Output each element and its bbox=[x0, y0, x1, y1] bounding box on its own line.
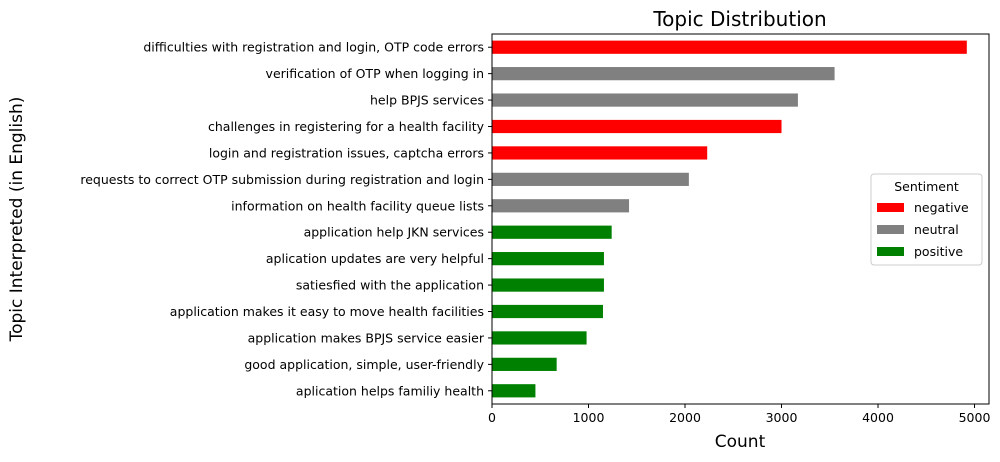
y-tick-label: application help JKN services bbox=[304, 225, 484, 240]
y-axis-title: Topic Interpreted (in English) bbox=[7, 97, 27, 343]
legend-swatch bbox=[877, 203, 904, 212]
y-tick-label: application makes BPJS service easier bbox=[248, 330, 485, 345]
y-tick-label: requests to correct OTP submission durin… bbox=[80, 172, 484, 187]
y-tick-labels: difficulties with registration and login… bbox=[80, 40, 492, 398]
bar bbox=[492, 67, 835, 81]
y-tick-label: application makes it easy to move health… bbox=[170, 304, 484, 319]
bar bbox=[492, 40, 967, 54]
y-tick-label: satiesfied with the application bbox=[296, 278, 484, 293]
y-tick-label: good application, simple, user-friendly bbox=[244, 357, 484, 372]
bar bbox=[492, 304, 603, 319]
legend-label: negative bbox=[914, 200, 969, 215]
x-axis-title: Count bbox=[715, 432, 766, 452]
bar bbox=[492, 146, 708, 160]
legend-title: Sentiment bbox=[894, 179, 959, 194]
bar bbox=[492, 384, 536, 398]
legend: Sentiment negative neutral positive bbox=[870, 173, 983, 266]
bar bbox=[492, 278, 604, 292]
chart-title: Topic Distribution bbox=[652, 7, 826, 31]
y-tick-label: help BPJS services bbox=[370, 93, 484, 108]
bar bbox=[492, 331, 587, 345]
bar bbox=[492, 199, 630, 213]
legend-entries: negative neutral positive bbox=[877, 200, 969, 259]
x-tick-label: 5000 bbox=[959, 410, 991, 425]
bars-layer bbox=[492, 40, 967, 398]
y-tick-label: information on health facility queue lis… bbox=[231, 198, 484, 213]
y-tick-label: login and registration issues, captcha e… bbox=[209, 145, 484, 160]
legend-swatch bbox=[877, 225, 904, 234]
legend-label: positive bbox=[914, 244, 963, 259]
legend-label: neutral bbox=[914, 222, 959, 237]
y-tick-label: aplication updates are very helpful bbox=[266, 251, 484, 266]
y-tick-label: challenges in registering for a health f… bbox=[208, 119, 485, 134]
y-tick-label: verification of OTP when logging in bbox=[266, 66, 484, 81]
bar bbox=[492, 172, 689, 186]
y-tick-label: aplication helps familiy health bbox=[296, 383, 484, 398]
x-axis-ticks: 0 1000 2000 3000 4000 5000 bbox=[488, 404, 990, 425]
x-tick-label: 1000 bbox=[573, 410, 605, 425]
plot-frame bbox=[491, 33, 990, 405]
y-tick-label: difficulties with registration and login… bbox=[143, 40, 484, 55]
legend-box bbox=[870, 173, 983, 266]
bar bbox=[492, 119, 782, 134]
bar bbox=[492, 225, 612, 239]
x-tick-label: 4000 bbox=[862, 410, 894, 425]
bar bbox=[492, 357, 557, 371]
x-tick-label: 0 bbox=[488, 410, 496, 425]
bar bbox=[492, 93, 798, 107]
legend-swatch bbox=[877, 247, 904, 256]
x-tick-label: 2000 bbox=[669, 410, 701, 425]
x-tick-label: 3000 bbox=[766, 410, 798, 425]
bar bbox=[492, 252, 604, 266]
